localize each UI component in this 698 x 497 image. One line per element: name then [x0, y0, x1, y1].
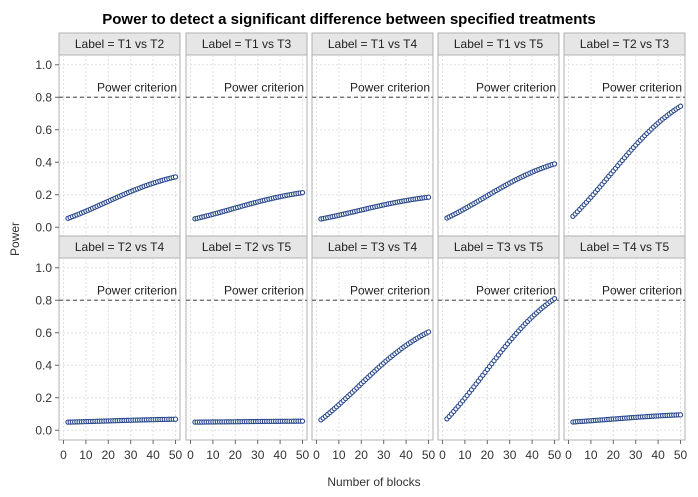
- facet-panel: [185, 257, 308, 441]
- facet-strip-label: Label = T3 vs T5: [454, 240, 544, 254]
- data-point: [551, 161, 558, 167]
- y-tick-label: 0.2: [35, 391, 52, 405]
- data-point: [551, 295, 558, 302]
- x-tick-label: 50: [674, 448, 688, 462]
- x-tick-label: 10: [332, 448, 346, 462]
- data-point: [677, 103, 684, 109]
- x-tick-label: 50: [422, 448, 436, 462]
- facet-panel: [58, 257, 181, 441]
- facet-panel: [563, 257, 686, 441]
- data-point: [425, 329, 432, 335]
- x-tick-label: 20: [355, 448, 369, 462]
- facet-strip-label: Label = T4 vs T5: [580, 240, 670, 254]
- power-criterion-label: Power criterion: [476, 283, 556, 297]
- x-tick-label: 0: [187, 448, 194, 462]
- x-tick-label: 40: [525, 448, 539, 462]
- x-tick-label: 50: [169, 448, 183, 462]
- x-tick-label: 20: [229, 448, 243, 462]
- data-point: [172, 174, 179, 180]
- data-point: [299, 189, 306, 196]
- power-criterion-label: Power criterion: [602, 80, 682, 94]
- y-tick-label: 1.0: [35, 58, 52, 72]
- x-tick-label: 0: [313, 448, 320, 462]
- x-tick-label: 20: [481, 448, 495, 462]
- y-tick-label: 1.0: [35, 261, 52, 275]
- x-tick-label: 20: [102, 448, 116, 462]
- y-axis-title: Power: [8, 222, 22, 256]
- data-point: [425, 194, 432, 200]
- x-tick-label: 10: [458, 448, 472, 462]
- y-tick-label: 0.0: [35, 423, 52, 437]
- y-tick-label: 0.6: [35, 123, 52, 137]
- facet-strip-label: Label = T2 vs T3: [580, 37, 670, 51]
- facet-strip-label: Label = T2 vs T4: [75, 240, 165, 254]
- facet-strip-label: Label = T1 vs T4: [328, 37, 418, 51]
- x-tick-label: 30: [629, 448, 643, 462]
- facet-strip-label: Label = T2 vs T5: [202, 240, 292, 254]
- facet-panel: [437, 54, 560, 238]
- y-tick-label: 0.8: [35, 90, 52, 104]
- x-tick-label: 40: [651, 448, 665, 462]
- x-tick-label: 0: [60, 448, 67, 462]
- x-tick-label: 40: [273, 448, 287, 462]
- x-tick-label: 30: [251, 448, 265, 462]
- y-tick-label: 0.0: [35, 220, 52, 234]
- facet-strip-label: Label = T3 vs T4: [328, 240, 418, 254]
- x-tick-label: 10: [584, 448, 598, 462]
- x-tick-label: 0: [439, 448, 446, 462]
- x-tick-label: 40: [399, 448, 413, 462]
- x-tick-label: 10: [206, 448, 220, 462]
- x-tick-label: 50: [548, 448, 562, 462]
- data-point: [299, 418, 306, 424]
- power-criterion-label: Power criterion: [350, 80, 430, 94]
- power-criterion-label: Power criterion: [350, 283, 430, 297]
- power-criterion-label: Power criterion: [224, 80, 304, 94]
- x-tick-label: 10: [79, 448, 93, 462]
- power-criterion-label: Power criterion: [224, 283, 304, 297]
- facet-strip-label: Label = T1 vs T5: [454, 37, 544, 51]
- y-tick-label: 0.4: [35, 358, 52, 372]
- facet-strip-label: Label = T1 vs T2: [75, 37, 165, 51]
- power-criterion-label: Power criterion: [602, 283, 682, 297]
- chart-title: Power to detect a significant difference…: [102, 11, 595, 28]
- x-tick-label: 50: [296, 448, 310, 462]
- data-point: [677, 412, 684, 418]
- power-criterion-label: Power criterion: [97, 283, 177, 297]
- x-tick-label: 40: [146, 448, 160, 462]
- data-point: [172, 416, 179, 422]
- y-tick-label: 0.2: [35, 188, 52, 202]
- x-tick-label: 30: [503, 448, 517, 462]
- x-axis-title: Number of blocks: [327, 475, 420, 489]
- power-criterion-label: Power criterion: [97, 80, 177, 94]
- y-tick-label: 0.4: [35, 155, 52, 169]
- x-tick-label: 30: [124, 448, 138, 462]
- y-tick-label: 0.6: [35, 326, 52, 340]
- x-tick-label: 20: [607, 448, 621, 462]
- y-tick-label: 0.8: [35, 293, 52, 307]
- x-tick-label: 0: [565, 448, 572, 462]
- x-tick-label: 30: [377, 448, 391, 462]
- power-criterion-label: Power criterion: [476, 80, 556, 94]
- facet-strip-label: Label = T1 vs T3: [202, 37, 292, 51]
- facet-panel: [58, 54, 181, 238]
